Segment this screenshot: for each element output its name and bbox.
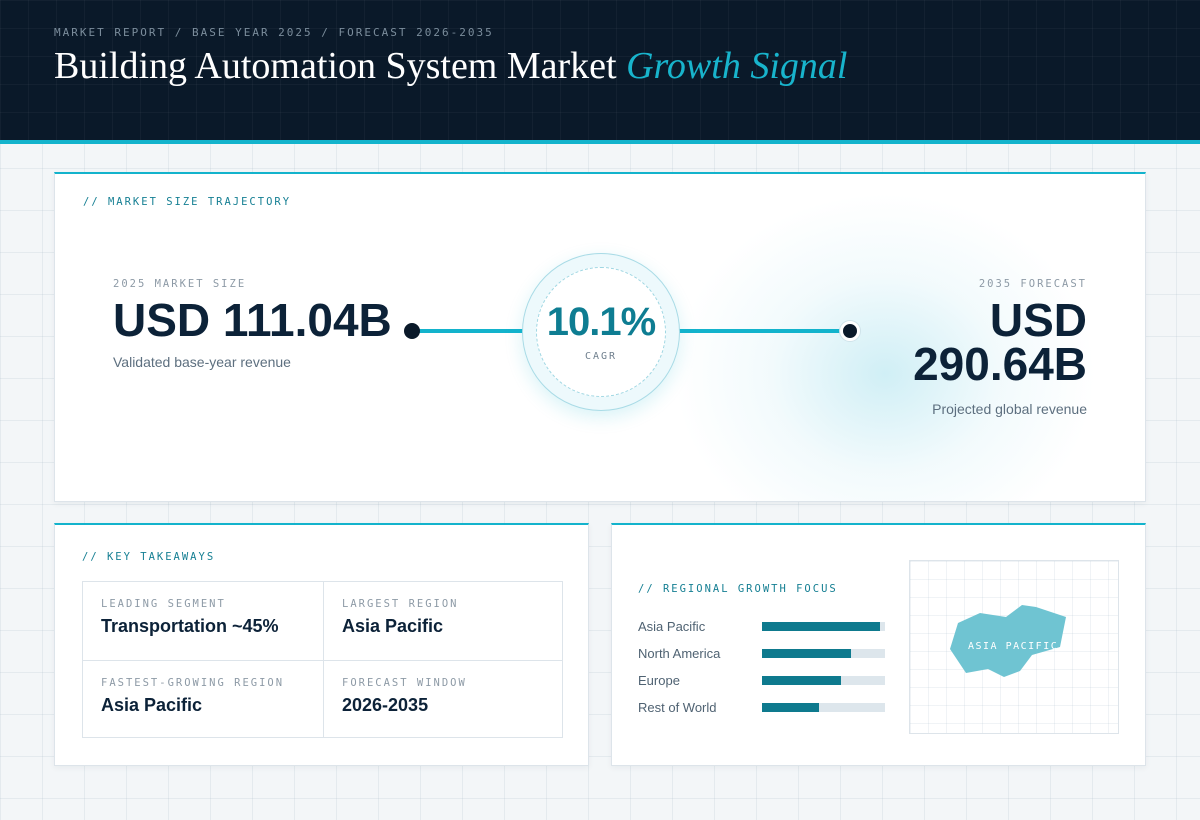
asia-pacific-map-icon <box>950 605 1066 677</box>
region-bar-name: Rest of World <box>638 700 717 715</box>
region-bar-name: Asia Pacific <box>638 619 706 634</box>
takeaway-label: FASTEST-GROWING REGION <box>101 677 285 689</box>
region-bar-row: Europe <box>638 667 888 694</box>
start-stat: 2025 MARKET SIZE USD 111.04B Validated b… <box>113 278 392 370</box>
trajectory-end-dot <box>840 321 860 341</box>
region-bar-fill <box>762 622 881 631</box>
market-size-card: // MARKET SIZE TRAJECTORY 2025 MARKET SI… <box>54 172 1146 502</box>
glow-decoration <box>675 194 1095 501</box>
start-stat-value: USD 111.04B <box>113 294 392 346</box>
region-map: ASIA PACIFIC <box>909 560 1119 734</box>
region-bar-row: North America <box>638 640 888 667</box>
key-takeaways-card: // KEY TAKEAWAYS LEADING SEGMENT Transpo… <box>54 523 589 766</box>
region-bar-track <box>762 649 885 658</box>
title-main: Building Automation System Market <box>54 45 617 87</box>
market-size-label: // MARKET SIZE TRAJECTORY <box>83 196 292 208</box>
takeaway-label: FORECAST WINDOW <box>342 677 467 689</box>
end-stat-caption: Projected global revenue <box>932 401 1087 417</box>
takeaway-cell: LARGEST REGION Asia Pacific <box>323 582 563 660</box>
key-takeaways-label: // KEY TAKEAWAYS <box>82 551 216 563</box>
cagr-inner-ring <box>536 267 666 397</box>
region-bar-row: Rest of World <box>638 694 888 721</box>
region-bar-name: North America <box>638 646 721 661</box>
region-bar-track <box>762 622 885 631</box>
takeaway-cell: FORECAST WINDOW 2026-2035 <box>323 660 563 738</box>
end-stat: 2035 FORECAST USD 290.64B Projected glob… <box>887 278 1087 417</box>
cagr-value: 10.1% <box>546 300 656 344</box>
takeaway-value: Transportation ~45% <box>101 616 279 636</box>
report-eyebrow: MARKET REPORT / BASE YEAR 2025 / FORECAS… <box>54 26 494 39</box>
takeaway-value: Asia Pacific <box>342 616 444 636</box>
report-header: MARKET REPORT / BASE YEAR 2025 / FORECAS… <box>0 0 1200 140</box>
start-stat-caption: Validated base-year revenue <box>113 354 291 370</box>
regional-growth-label: // REGIONAL GROWTH FOCUS <box>638 583 838 595</box>
title-accent: Growth Signal <box>626 45 848 87</box>
region-bar-fill <box>762 676 841 685</box>
takeaway-label: LEADING SEGMENT <box>101 598 226 610</box>
takeaways-grid: LEADING SEGMENT Transportation ~45% LARG… <box>82 581 563 738</box>
regional-bars: Asia Pacific North America Europe Rest o… <box>638 613 888 721</box>
regional-growth-card: // REGIONAL GROWTH FOCUS Asia Pacific No… <box>611 523 1146 766</box>
end-stat-eyebrow: 2035 FORECAST <box>978 278 1087 290</box>
trajectory-start-dot <box>404 323 420 339</box>
header-accent-bar <box>0 140 1200 144</box>
map-region-label: ASIA PACIFIC <box>968 641 1059 652</box>
takeaway-cell: LEADING SEGMENT Transportation ~45% <box>83 582 323 660</box>
end-stat-value: USD 290.64B <box>913 294 1087 390</box>
region-bar-track <box>762 676 885 685</box>
region-bar-track <box>762 703 885 712</box>
start-stat-eyebrow: 2025 MARKET SIZE <box>113 278 247 290</box>
cagr-badge: 10.1% CAGR <box>522 253 680 411</box>
region-bar-fill <box>762 703 819 712</box>
takeaway-value: 2026-2035 <box>342 695 429 715</box>
region-bar-name: Europe <box>638 673 680 688</box>
page-title: Building Automation System Market Growth… <box>54 44 847 88</box>
region-bar-fill <box>762 649 851 658</box>
takeaway-value: Asia Pacific <box>101 695 203 715</box>
takeaway-label: LARGEST REGION <box>342 598 459 610</box>
region-bar-row: Asia Pacific <box>638 613 888 640</box>
cagr-label: CAGR <box>584 351 618 362</box>
takeaway-cell: FASTEST-GROWING REGION Asia Pacific <box>83 660 323 738</box>
